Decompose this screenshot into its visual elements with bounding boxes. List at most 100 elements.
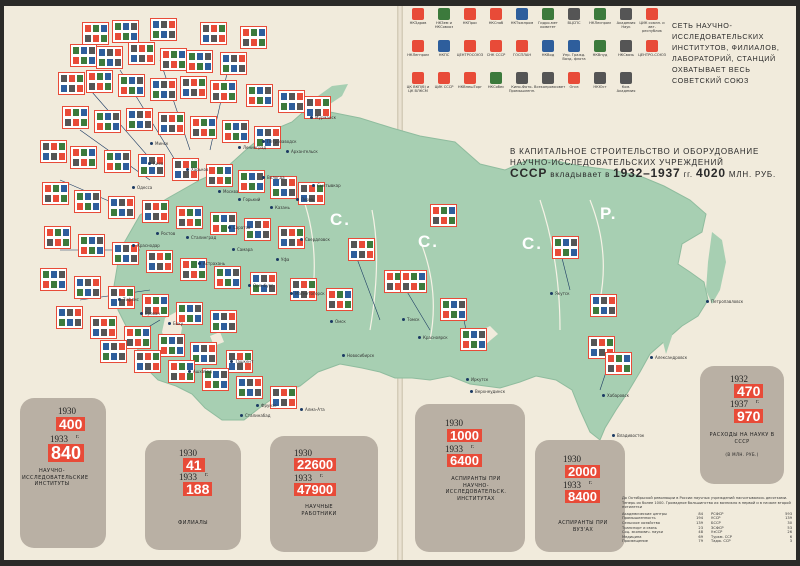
city-label: Саратов xyxy=(233,225,251,230)
city-dot xyxy=(290,292,293,295)
institute-card xyxy=(90,316,117,339)
institute-card xyxy=(158,112,185,135)
institute-symbols-icon xyxy=(193,119,215,136)
city-dot xyxy=(240,414,243,417)
headline-line-3: СССР вкладывает в 1932–1937 гг. 4020 МЛН… xyxy=(510,166,790,180)
city-dot xyxy=(466,378,469,381)
institute-card xyxy=(138,154,165,177)
stat-asp-inst-year1: 1930 xyxy=(445,418,463,428)
institute-card xyxy=(62,106,89,129)
legend-item: Всекопромсовет xyxy=(534,72,565,89)
institute-card xyxy=(40,140,67,163)
city-label: Петропавловск xyxy=(711,299,744,304)
stat-institutes-value1: 400 xyxy=(56,417,86,431)
institute-symbols-icon xyxy=(45,185,67,202)
ministry-symbol-icon xyxy=(412,40,424,52)
city-label: Омск xyxy=(335,319,346,324)
institute-card xyxy=(440,298,467,321)
legend-label: НКЛеспром xyxy=(589,21,611,25)
institute-card xyxy=(206,164,233,187)
institute-card xyxy=(222,120,249,143)
city-label: Горький xyxy=(243,197,261,202)
institute-symbols-icon xyxy=(179,209,201,226)
institute-card xyxy=(150,78,177,101)
institute-card xyxy=(126,108,153,131)
footnote-row-label: Туркм. ССР xyxy=(711,534,732,539)
ministry-symbol-icon xyxy=(438,8,450,20)
stat-institutes-year2: 1933 xyxy=(50,434,68,444)
ministry-symbol-icon xyxy=(464,40,476,52)
city-label: Пермь xyxy=(301,197,315,202)
ministry-symbol-icon xyxy=(568,8,580,20)
city-dot xyxy=(550,292,553,295)
headline-line-2: НАУЧНО-ИССЛЕДОВАТЕЛЬСКИХ УЧРЕЖДЕНИЙ xyxy=(510,158,724,167)
footnote-row: Промышленность 194 xyxy=(622,516,703,521)
footnote-row-value: 6 xyxy=(789,534,792,539)
city-label: Казань xyxy=(275,205,290,210)
institute-symbols-icon xyxy=(351,241,373,258)
institute-card xyxy=(74,276,101,299)
legend-label: НКСнаб xyxy=(488,21,504,25)
footnote-column: Академические центры 84 Промышленность 194 С… xyxy=(622,512,703,544)
legend-item: ЦК ВКП(б) и ЦК ВЛКСМ xyxy=(404,72,432,93)
institute-card xyxy=(244,218,271,241)
city-dot xyxy=(300,408,303,411)
city-dot xyxy=(132,186,135,189)
legend-item: НКЛеспром xyxy=(586,8,614,25)
institute-card xyxy=(226,350,253,373)
legend-label: НКВод xyxy=(541,53,555,57)
city-dot xyxy=(238,198,241,201)
legend-item: НКВнешТорг xyxy=(456,72,484,89)
footnote-row-label: БССР xyxy=(711,520,721,525)
stat-asp-inst-caption: АСПИРАНТЫ ПРИ НАУЧНО-ИССЛЕДОВАТЕЛЬСК. ИН… xyxy=(445,476,507,502)
legend-label: ЦЕНТРО-СОЮЗ xyxy=(638,53,666,57)
institute-card xyxy=(190,116,217,139)
institute-symbols-icon xyxy=(555,239,577,256)
institute-card xyxy=(96,46,123,69)
investment-headline: В КАПИТАЛЬНОЕ СТРОИТЕЛЬСТВО И ОБОРУДОВАН… xyxy=(510,146,790,180)
institute-card xyxy=(430,204,457,227)
legend-label: НКЗем и НКСовхоз xyxy=(434,21,454,29)
city-label: Владивосток xyxy=(617,433,645,438)
footnote-row: БССР 30 xyxy=(711,521,792,526)
institute-symbols-icon xyxy=(247,221,269,238)
city-label: Алма-Ата xyxy=(305,407,325,412)
institute-card xyxy=(214,266,241,289)
institute-symbols-icon xyxy=(273,389,295,406)
institute-symbols-icon xyxy=(131,45,153,62)
city-label: Ростов xyxy=(161,231,176,236)
legend-item: Упр. Гражд. Возд. флота xyxy=(560,40,588,61)
city-label: Краснодар xyxy=(137,243,160,248)
city-dot xyxy=(150,142,153,145)
city-label: Оренбург xyxy=(253,283,274,288)
institute-card xyxy=(348,238,375,261)
ministry-symbol-icon xyxy=(516,8,528,20)
stat-branches-caption: ФИЛИАЛЫ xyxy=(178,520,208,526)
headline-ussr: СССР xyxy=(510,166,548,180)
institute-card xyxy=(94,110,121,133)
city-dot xyxy=(186,168,189,171)
institute-symbols-icon xyxy=(145,203,167,220)
legend-label: НКЮст xyxy=(593,85,607,89)
headline-gg: гг. xyxy=(683,170,693,179)
institute-card xyxy=(270,386,297,409)
footnote-row-label: Соц. экономич. науки xyxy=(622,530,663,535)
institute-card xyxy=(210,310,237,333)
footnote-row: Туркм. ССР 6 xyxy=(711,535,792,540)
institute-symbols-icon xyxy=(253,275,275,292)
footnote-row-value: 30 xyxy=(787,520,792,525)
stat-scientists-value1: 22600 xyxy=(294,458,337,471)
city-label: Мурманск xyxy=(315,115,337,120)
map-letter-1: С. xyxy=(330,210,351,229)
legend-item: НКЗдрав xyxy=(404,8,432,25)
ministry-symbol-icon xyxy=(438,72,450,84)
institute-symbols-icon xyxy=(43,271,65,288)
city-dot xyxy=(232,248,235,251)
institute-symbols-icon xyxy=(93,319,115,336)
institute-card xyxy=(190,342,217,365)
legend-label: ЦК ВКП(б) и ЦК ВЛКСМ xyxy=(406,85,430,93)
institute-symbols-icon xyxy=(129,111,151,128)
stat-institutes-caption: НАУЧНО-ИССЛЕДОВАТЕЛЬСКИЕ ИНСТИТУТЫ xyxy=(22,468,89,487)
institute-card xyxy=(142,294,169,317)
stat-aspirants-institutes: 1930 1000 1933 г. 6400 АСПИРАНТЫ ПРИ НАУ… xyxy=(415,404,525,552)
